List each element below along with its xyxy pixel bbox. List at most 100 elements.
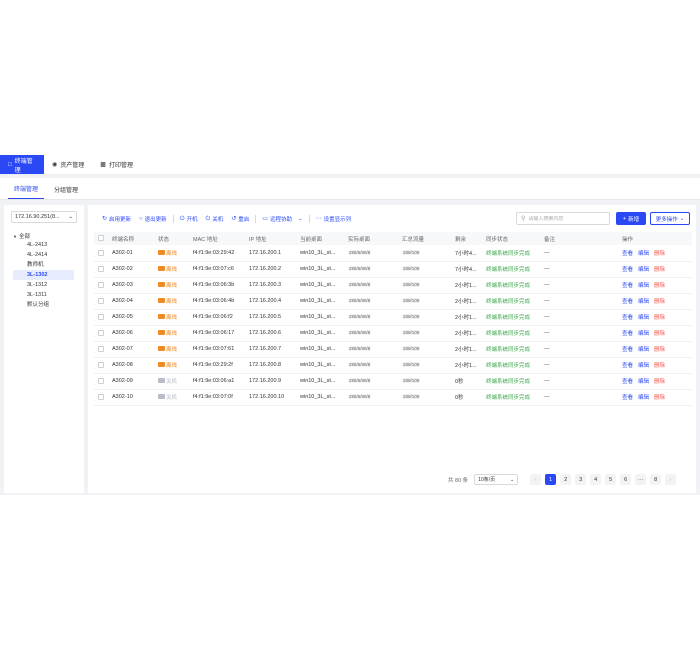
view-button[interactable]: 查看 bbox=[622, 315, 634, 321]
tree-item[interactable]: 4L-2414 bbox=[27, 252, 48, 258]
page-size-select[interactable]: 10条/页 ⌄ bbox=[474, 474, 519, 485]
col-header[interactable]: 终端名称 bbox=[108, 232, 154, 245]
table-row[interactable]: A302-08 离线 f4:f1:9e:03:29:2f 172.16.200.8 wi… bbox=[94, 357, 692, 374]
table-row[interactable]: A302-07 离线 f4:f1:9e:03:07:61 172.16.200.7 wi… bbox=[94, 341, 692, 358]
select-all-cell[interactable] bbox=[94, 232, 108, 245]
restart-button[interactable]: ↺ 重启 bbox=[231, 216, 250, 223]
table-row[interactable]: A302-10 关机 f4:f1:9e:03:07:0f 172.16.200.10 w… bbox=[94, 389, 692, 406]
tree-root[interactable]: ▼ 全部 bbox=[13, 232, 80, 241]
row-checkbox[interactable] bbox=[98, 345, 104, 352]
delete-button[interactable]: 删除 bbox=[654, 299, 666, 305]
tree-item[interactable]: 4L-2413 bbox=[27, 242, 48, 248]
col-header[interactable]: 状态 bbox=[154, 232, 189, 245]
page-button[interactable]: 4 bbox=[590, 474, 602, 485]
col-header[interactable]: MAC 地址 bbox=[189, 232, 245, 245]
row-select-cell[interactable] bbox=[94, 293, 108, 310]
tree-item[interactable]: 3L-1311 bbox=[27, 292, 47, 298]
table-row[interactable]: A302-03 离线 f4:f1:9e:03:06:3b 172.16.200.3 wi… bbox=[94, 277, 692, 294]
delete-button[interactable]: 删除 bbox=[654, 379, 666, 385]
tree-item[interactable]: 3L-1312 bbox=[27, 282, 48, 288]
col-header[interactable]: 同步状态 bbox=[482, 232, 540, 245]
col-header[interactable]: 汇总流量 bbox=[398, 232, 451, 245]
set-columns-button[interactable]: ⋯ 设置显示列 bbox=[315, 216, 352, 223]
col-header[interactable]: IP 地址 bbox=[245, 232, 296, 245]
row-checkbox[interactable] bbox=[98, 265, 104, 272]
col-header[interactable]: 剩余 bbox=[451, 232, 482, 245]
table-row[interactable]: A302-05 离线 f4:f1:9e:03:06:f2 172.16.200.5 wi… bbox=[94, 309, 692, 326]
edit-button[interactable]: 编辑 bbox=[638, 363, 650, 369]
row-select-cell[interactable] bbox=[94, 309, 108, 326]
row-checkbox[interactable] bbox=[98, 297, 104, 304]
view-button[interactable]: 查看 bbox=[622, 283, 634, 289]
col-header[interactable]: 当前桌面 bbox=[296, 232, 344, 245]
page-button[interactable]: 1 bbox=[545, 474, 557, 485]
view-button[interactable]: 查看 bbox=[622, 250, 634, 257]
tab-terminal-management[interactable]: 终端管理 bbox=[8, 184, 45, 199]
delete-button[interactable]: 删除 bbox=[654, 395, 666, 401]
row-select-cell[interactable] bbox=[94, 277, 108, 294]
table-row[interactable]: A302-04 离线 f4:f1:9e:03:06:4b 172.16.200.4 wi… bbox=[94, 293, 692, 310]
power-on-button[interactable]: ⏻ 开机 bbox=[179, 216, 198, 223]
row-select-cell[interactable] bbox=[94, 325, 108, 342]
nav-asset-management[interactable]: ◉ 资产管理 bbox=[52, 162, 85, 169]
view-button[interactable]: 查看 bbox=[622, 395, 634, 401]
nav-print-management[interactable]: ▩ 打印管理 bbox=[100, 162, 133, 169]
page-button[interactable]: 2 bbox=[560, 474, 572, 485]
view-button[interactable]: 查看 bbox=[622, 379, 634, 385]
col-header[interactable]: 备注 bbox=[540, 232, 618, 245]
table-row[interactable]: A302-09 关机 f4:f1:9e:03:06:a1 172.16.200.9 wi… bbox=[94, 373, 692, 390]
more-actions-button[interactable]: 更多操作 ⌄ bbox=[650, 212, 690, 225]
table-row[interactable]: A302-06 离线 f4:f1:9e:03:06:17 172.16.200.6 wi… bbox=[94, 325, 692, 342]
page-ellipsis[interactable]: ··· bbox=[635, 474, 647, 485]
add-button[interactable]: + 新增 bbox=[616, 212, 646, 225]
delete-button[interactable]: 删除 bbox=[654, 315, 666, 321]
view-button[interactable]: 查看 bbox=[622, 267, 634, 273]
row-select-cell[interactable] bbox=[94, 357, 108, 374]
view-button[interactable]: 查看 bbox=[622, 299, 634, 305]
edit-button[interactable]: 编辑 bbox=[638, 250, 650, 257]
server-select[interactable]: 172.16.90.251(8... ⌄ bbox=[11, 211, 77, 223]
delete-button[interactable]: 删除 bbox=[654, 363, 666, 369]
row-checkbox[interactable] bbox=[98, 329, 104, 336]
view-button[interactable]: 查看 bbox=[622, 363, 634, 369]
table-row[interactable]: A302-01 离线 f4:f1:9e:03:29:42 172.16.200.1 wi… bbox=[94, 245, 692, 262]
remote-assist-button[interactable]: ▭ 远程协助 ⌄ bbox=[262, 216, 303, 223]
search-box[interactable]: ⚲ bbox=[516, 212, 610, 225]
row-checkbox[interactable] bbox=[98, 281, 104, 288]
delete-button[interactable]: 删除 bbox=[654, 331, 666, 337]
table-row[interactable]: A302-02 离线 f4:f1:9e:03:07:c6 172.16.200.2 wi… bbox=[94, 261, 692, 278]
select-all-checkbox[interactable] bbox=[98, 235, 104, 242]
tree-item-selected[interactable]: 3L-1302 bbox=[13, 270, 74, 280]
delete-button[interactable]: 删除 bbox=[654, 267, 666, 273]
row-checkbox[interactable] bbox=[98, 249, 104, 256]
page-button[interactable]: 3 bbox=[575, 474, 587, 485]
edit-button[interactable]: 编辑 bbox=[638, 347, 650, 353]
edit-button[interactable]: 编辑 bbox=[638, 395, 650, 401]
power-off-button[interactable]: ⏻ 关机 bbox=[205, 216, 224, 223]
search-input[interactable] bbox=[528, 215, 605, 222]
view-button[interactable]: 查看 bbox=[622, 347, 634, 353]
edit-button[interactable]: 编辑 bbox=[638, 267, 650, 273]
row-select-cell[interactable] bbox=[94, 389, 108, 406]
exit-update-button[interactable]: ○ 退出更新 bbox=[139, 216, 167, 223]
row-select-cell[interactable] bbox=[94, 261, 108, 278]
col-header[interactable]: 实际桌面 bbox=[344, 232, 398, 245]
next-page-button[interactable]: › bbox=[665, 474, 677, 485]
edit-button[interactable]: 编辑 bbox=[638, 283, 650, 289]
caret-down-icon[interactable]: ▼ bbox=[13, 233, 17, 239]
row-checkbox[interactable] bbox=[98, 361, 104, 368]
delete-button[interactable]: 删除 bbox=[654, 250, 666, 257]
delete-button[interactable]: 删除 bbox=[654, 347, 666, 353]
tab-group-management[interactable]: 分组管理 bbox=[54, 188, 79, 194]
enable-update-button[interactable]: ↻ 启用更新 bbox=[102, 216, 132, 223]
page-button[interactable]: 8 bbox=[650, 474, 662, 485]
tree-item[interactable]: 教师机 bbox=[27, 262, 44, 268]
page-button[interactable]: 5 bbox=[605, 474, 617, 485]
row-select-cell[interactable] bbox=[94, 373, 108, 390]
page-button[interactable]: 6 bbox=[620, 474, 632, 485]
nav-terminal-management[interactable]: □ 终端管理 bbox=[0, 155, 44, 174]
edit-button[interactable]: 编辑 bbox=[638, 331, 650, 337]
edit-button[interactable]: 编辑 bbox=[638, 315, 650, 321]
edit-button[interactable]: 编辑 bbox=[638, 379, 650, 385]
row-checkbox[interactable] bbox=[98, 377, 104, 384]
